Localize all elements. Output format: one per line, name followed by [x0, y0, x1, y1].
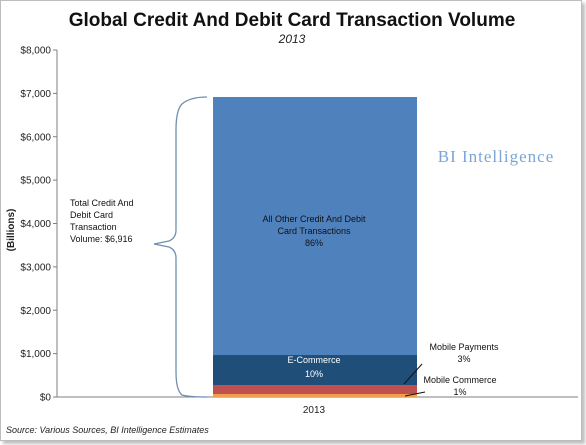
mobile-payments-leader: [403, 363, 423, 385]
bi-intelligence-watermark: BI Intelligence: [438, 147, 555, 166]
mobile-commerce-pct: 1%: [453, 387, 466, 397]
y-axis-label: (Billions): [6, 209, 17, 252]
y-tick-label: $6,000: [20, 132, 51, 143]
bar-segment-e-commerce: [213, 355, 417, 386]
bar-segment-all-other-credit-and-debit-card-transactions: [213, 97, 417, 356]
source-note: Source: Various Sources, BI Intelligence…: [6, 425, 209, 435]
total-annotation-line3: Transaction: [70, 222, 117, 232]
y-tick-label: $7,000: [20, 89, 51, 100]
segment-label-all-other-line1: All Other Credit And Debit: [262, 214, 366, 224]
segment-label-ecommerce-pct: 10%: [305, 369, 323, 379]
segment-label-all-other-pct: 86%: [305, 238, 323, 248]
bars: [213, 97, 417, 397]
axes: $0 $1,000 $2,000 $3,000 $4,000 $5,000 $6,000 $7…: [20, 46, 578, 404]
total-annotation-line1: Total Credit And: [70, 198, 134, 208]
y-tick-label: $2,000: [20, 306, 51, 317]
segment-label-all-other-line2: Card Transactions: [277, 226, 351, 236]
mobile-payments-label: Mobile Payments: [429, 342, 499, 352]
total-annotation-line2: Debit Card: [70, 210, 113, 220]
mobile-commerce-leader: [404, 391, 426, 397]
bar-segment-mobile-commerce: [213, 394, 417, 397]
total-annotation-line4: Volume: $6,916: [70, 234, 133, 244]
total-brace: [153, 96, 208, 398]
segment-label-ecommerce: E-Commerce: [287, 355, 340, 365]
y-tick-label: $0: [40, 393, 52, 404]
chart-title: Global Credit And Debit Card Transaction…: [69, 10, 516, 31]
y-tick-label: $3,000: [20, 262, 51, 273]
y-tick-label: $8,000: [20, 46, 51, 57]
x-tick-label: 2013: [303, 405, 326, 416]
bar-segment-mobile-payments: [213, 385, 417, 395]
mobile-commerce-label: Mobile Commerce: [423, 375, 496, 385]
y-tick-label: $1,000: [20, 349, 51, 360]
y-tick-label: $4,000: [20, 219, 51, 230]
mobile-payments-pct: 3%: [457, 354, 470, 364]
y-tick-label: $5,000: [20, 176, 51, 187]
chart-subtitle: 2013: [278, 32, 306, 46]
